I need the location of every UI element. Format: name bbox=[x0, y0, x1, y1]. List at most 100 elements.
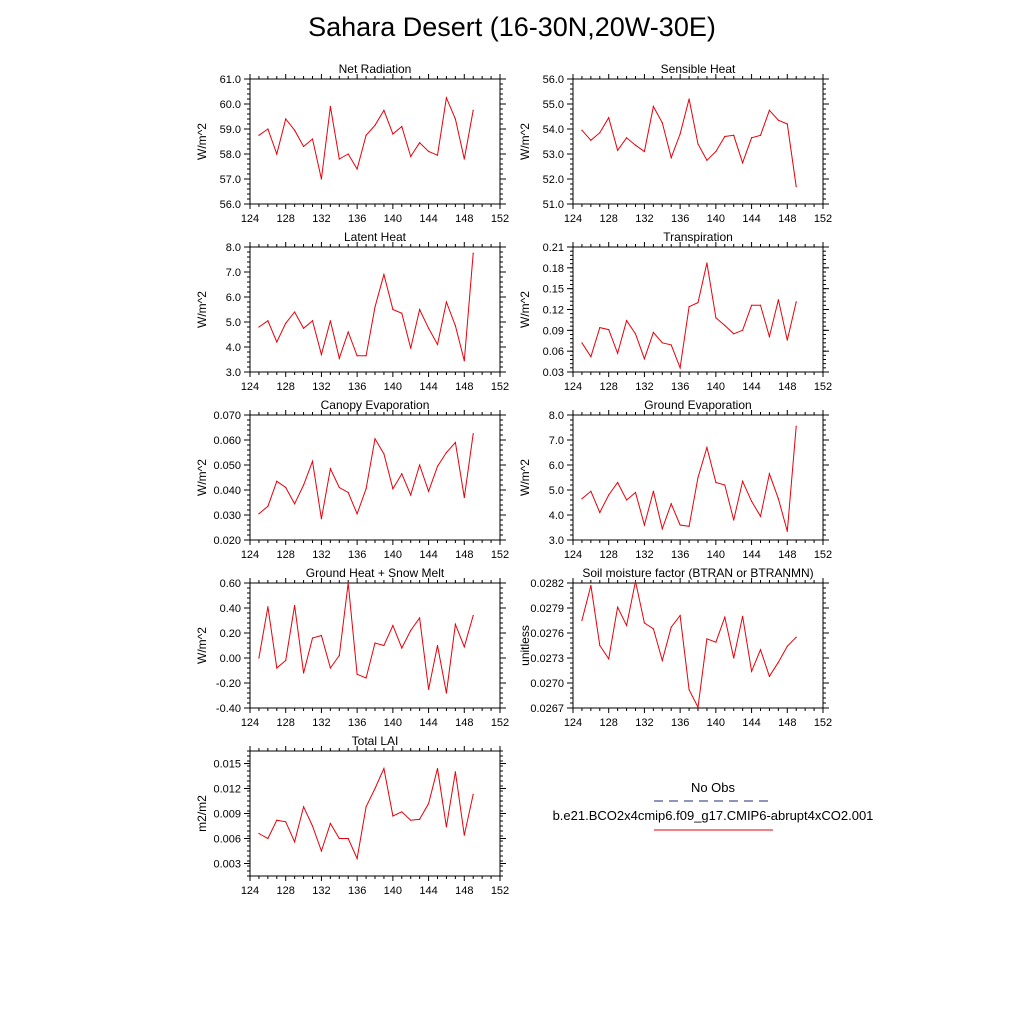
data-point bbox=[427, 327, 430, 329]
data-point bbox=[652, 105, 654, 108]
x-tick-label: 152 bbox=[491, 381, 509, 393]
y-tick-label: 53.0 bbox=[543, 149, 564, 161]
data-point bbox=[276, 819, 278, 821]
data-point bbox=[643, 358, 646, 360]
x-tick-label: 144 bbox=[419, 213, 437, 225]
chart-panel: Sensible Heat W/m^2 124 128 132 136 140 144 148 1… bbox=[518, 62, 832, 225]
y-tick-label: 0.030 bbox=[213, 510, 241, 522]
data-point bbox=[670, 157, 672, 159]
x-tick-label: 152 bbox=[491, 213, 509, 225]
data-point bbox=[599, 644, 601, 647]
data-point bbox=[338, 486, 340, 489]
legend-model-label: b.e21.BCO2x4cmip6.f09_g17.CMIP6-abrupt4x… bbox=[553, 808, 874, 823]
panel-title: Ground Evaporation bbox=[644, 398, 751, 412]
data-point bbox=[463, 496, 465, 499]
x-tick-label: 124 bbox=[564, 549, 582, 561]
data-point bbox=[706, 159, 708, 161]
x-tick-label: 128 bbox=[277, 549, 295, 561]
x-tick-label: 132 bbox=[312, 213, 330, 225]
panel-title: Canopy Evaporation bbox=[321, 398, 430, 412]
data-point bbox=[311, 320, 314, 322]
y-tick-label: 5.0 bbox=[549, 485, 564, 497]
data-point bbox=[401, 811, 403, 813]
y-tick-label: 8.0 bbox=[226, 242, 241, 254]
data-point bbox=[258, 326, 260, 328]
data-point bbox=[768, 675, 771, 677]
data-point bbox=[285, 486, 287, 489]
data-point bbox=[697, 476, 699, 479]
data-point bbox=[329, 468, 331, 470]
data-point bbox=[419, 617, 421, 619]
y-tick-label: 0.012 bbox=[213, 784, 241, 796]
data-point bbox=[427, 150, 430, 153]
chart-panel: Soil moisture factor (BTRAN or BTRANMN) u… bbox=[518, 566, 832, 729]
x-tick-label: 136 bbox=[671, 717, 689, 729]
data-point bbox=[311, 138, 314, 140]
y-tick-label: 3.0 bbox=[549, 535, 564, 547]
x-tick-label: 144 bbox=[419, 381, 437, 393]
data-point bbox=[652, 331, 654, 334]
plot-frame bbox=[249, 582, 501, 709]
data-point bbox=[356, 673, 358, 675]
x-tick-label: 152 bbox=[814, 213, 832, 225]
data-point bbox=[786, 645, 788, 647]
x-tick-label: 136 bbox=[348, 549, 366, 561]
data-point bbox=[419, 818, 421, 820]
data-point bbox=[436, 644, 439, 647]
data-point bbox=[427, 688, 430, 690]
data-point bbox=[258, 832, 260, 835]
data-point bbox=[777, 661, 779, 663]
x-tick-label: 136 bbox=[671, 381, 689, 393]
data-point bbox=[617, 352, 619, 354]
panel-title: Sensible Heat bbox=[661, 62, 736, 76]
y-tick-label: 0.0273 bbox=[530, 653, 564, 665]
data-point bbox=[768, 109, 771, 111]
x-tick-label: 140 bbox=[384, 717, 402, 729]
x-tick-label: 148 bbox=[455, 885, 473, 897]
x-tick-label: 132 bbox=[312, 381, 330, 393]
x-tick-label: 136 bbox=[348, 885, 366, 897]
data-point bbox=[365, 134, 367, 136]
data-point bbox=[688, 98, 690, 100]
x-tick-label: 140 bbox=[707, 213, 725, 225]
x-tick-label: 124 bbox=[564, 717, 582, 729]
data-point bbox=[347, 491, 349, 494]
data-point bbox=[795, 636, 797, 638]
data-point bbox=[617, 149, 619, 151]
panel-title: Ground Heat + Snow Melt bbox=[306, 566, 445, 580]
chart-panel: Net Radiation W/m^2 124 128 132 136 140 144 148 1… bbox=[195, 62, 509, 225]
y-tick-label: 0.03 bbox=[543, 367, 564, 379]
data-point bbox=[410, 347, 412, 349]
y-tick-label: -0.40 bbox=[216, 703, 241, 715]
data-point bbox=[285, 659, 287, 662]
data-point bbox=[267, 128, 269, 130]
data-point bbox=[670, 503, 672, 505]
data-point bbox=[347, 331, 349, 333]
data-point bbox=[302, 145, 305, 148]
data-point bbox=[356, 857, 358, 860]
data-point bbox=[670, 626, 672, 628]
data-point bbox=[356, 513, 358, 515]
y-tick-label: 61.0 bbox=[220, 74, 241, 86]
data-point bbox=[759, 515, 762, 517]
x-tick-label: 132 bbox=[312, 717, 330, 729]
y-tick-label: 0.020 bbox=[213, 535, 241, 547]
y-tick-label: 0.21 bbox=[543, 242, 564, 254]
y-tick-label: 0.0276 bbox=[530, 628, 564, 640]
data-point bbox=[590, 584, 592, 587]
data-point bbox=[320, 353, 323, 356]
data-point bbox=[742, 329, 744, 331]
x-tick-label: 128 bbox=[600, 381, 618, 393]
data-point bbox=[294, 604, 296, 607]
data-point bbox=[285, 322, 287, 324]
x-tick-label: 132 bbox=[635, 549, 653, 561]
data-point bbox=[445, 692, 448, 694]
x-tick-label: 148 bbox=[455, 717, 473, 729]
chart-panel: Latent Heat W/m^2 124 128 132 136 140 144 148 152… bbox=[195, 230, 509, 393]
data-point bbox=[392, 815, 394, 817]
data-point bbox=[383, 109, 385, 111]
chart-panel: Total LAI m2/m2 124 128 132 136 140 144 148 152 0.… bbox=[195, 734, 509, 897]
series-line bbox=[581, 262, 797, 370]
data-point bbox=[795, 185, 797, 188]
